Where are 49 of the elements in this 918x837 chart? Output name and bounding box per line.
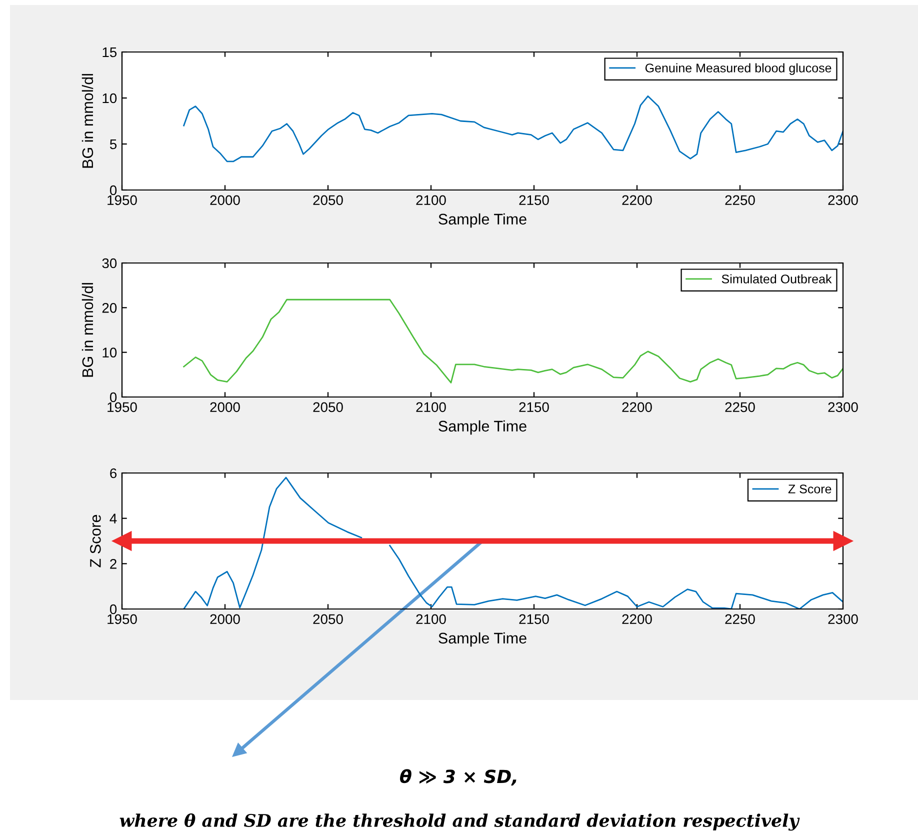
y-tick-label: 0 [110, 185, 117, 196]
y-tick-label: 4 [110, 514, 117, 524]
x-axis-title: Sample Time [438, 420, 526, 435]
x-tick-label: 2250 [725, 402, 755, 412]
x-tick-label: 2050 [313, 614, 343, 624]
y-tick-label: 10 [102, 348, 117, 358]
line-series [183, 95, 843, 162]
x-axis-title: Sample Time [438, 213, 526, 228]
x-tick-label: 2250 [725, 614, 755, 624]
x-tick-label: 1950 [108, 614, 137, 624]
x-tick-label: 2050 [313, 402, 343, 412]
x-tick-label: 2200 [622, 195, 652, 206]
x-tick-label: 2250 [725, 195, 755, 206]
x-tick-label: 2050 [313, 195, 343, 206]
x-tick-label: 2150 [519, 614, 549, 624]
legend-label: Z Score [788, 484, 832, 494]
x-tick-label: 2300 [828, 402, 858, 412]
x-tick-label: 2150 [519, 195, 549, 206]
x-tick-label: 2100 [416, 402, 446, 412]
x-tick-label: 2200 [622, 402, 652, 412]
y-tick-label: 10 [102, 93, 117, 104]
x-tick-label: 1950 [108, 195, 137, 206]
legend-label: Genuine Measured blood glucose [645, 63, 832, 75]
y-tick-label: 20 [102, 303, 117, 313]
x-tick-label: 2100 [416, 195, 446, 206]
y-tick-label: 0 [110, 604, 117, 614]
x-axis-title: Sample Time [438, 632, 526, 647]
text: θ ≫ 3 × SD, [400, 769, 516, 786]
y-axis-title: Z Score [90, 514, 101, 568]
x-tick-label: 1950 [108, 402, 137, 412]
y-axis-title: BG in mmol/dl [82, 74, 94, 168]
y-tick-label: 6 [110, 468, 117, 478]
legend-label: Simulated Outbreak [722, 274, 832, 284]
x-tick-label: 2000 [210, 614, 240, 624]
y-tick-label: 15 [102, 47, 117, 58]
y-tick-label: 2 [110, 559, 116, 569]
y-axis-title: BG in mmol/dl [82, 283, 94, 377]
x-tick-label: 2300 [828, 195, 858, 206]
y-tick-label: 30 [102, 258, 117, 268]
x-tick-label: 2300 [828, 614, 858, 624]
y-tick-label: 0 [110, 392, 117, 402]
x-tick-label: 2000 [210, 195, 240, 206]
text: where θ and SD are the threshold and standard deviation respectively [120, 813, 800, 831]
x-tick-label: 2200 [622, 614, 652, 624]
x-tick-label: 2150 [519, 402, 549, 412]
x-tick-label: 2100 [416, 614, 446, 624]
x-tick-label: 2000 [210, 402, 240, 412]
y-tick-label: 5 [110, 139, 117, 150]
line-series [183, 298, 843, 384]
